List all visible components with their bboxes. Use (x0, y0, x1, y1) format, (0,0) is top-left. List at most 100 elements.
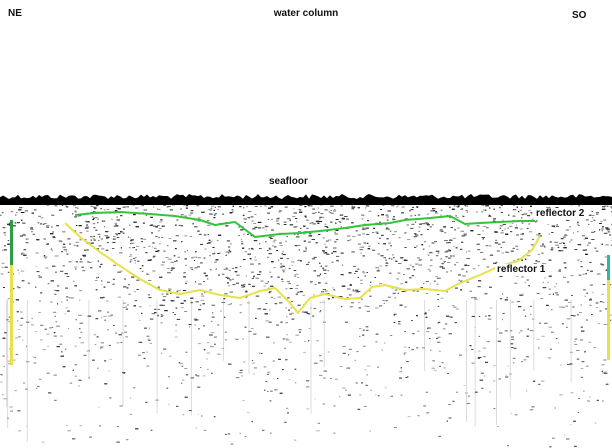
noise-speck (582, 235, 585, 237)
noise-speck (159, 276, 163, 278)
noise-speck (56, 346, 60, 348)
noise-speck (411, 223, 415, 225)
noise-speck (316, 430, 320, 432)
noise-speck (315, 212, 317, 213)
noise-speck (302, 294, 305, 296)
noise-speck (23, 254, 27, 256)
noise-speck (116, 342, 120, 344)
noise-speck (157, 208, 161, 210)
noise-speck (270, 253, 272, 255)
noise-speck (22, 339, 24, 341)
noise-speck (377, 215, 380, 217)
noise-speck (66, 296, 69, 298)
noise-speck (162, 304, 165, 306)
noise-speck (436, 337, 439, 339)
noise-speck (189, 236, 193, 237)
noise-speck (67, 310, 70, 312)
noise-speck (384, 342, 386, 344)
noise-speck (44, 257, 47, 259)
noise-speck (253, 223, 256, 224)
noise-speck (128, 293, 131, 295)
noise-speck (265, 226, 269, 228)
noise-speck (72, 438, 76, 440)
noise-speck (284, 268, 286, 270)
noise-speck (12, 273, 14, 275)
noise-speck (455, 308, 459, 310)
noise-speck (466, 403, 470, 404)
noise-speck (536, 338, 540, 340)
noise-speck (157, 314, 160, 316)
noise-speck (511, 347, 514, 348)
noise-speck (452, 400, 455, 402)
noise-speck (183, 300, 186, 302)
noise-speck (270, 296, 273, 298)
noise-speck (203, 429, 207, 431)
noise-speck (228, 363, 232, 365)
noise-speck (161, 237, 164, 239)
noise-speck (288, 268, 291, 270)
noise-speck (243, 207, 245, 209)
noise-speck (418, 259, 423, 261)
noise-speck (209, 289, 213, 291)
noise-speck (429, 265, 433, 267)
noise-speck (184, 311, 188, 312)
noise-speck (282, 254, 286, 256)
noise-speck (416, 290, 419, 292)
noise-speck (136, 289, 139, 290)
noise-speck (268, 207, 271, 209)
noise-speck (564, 434, 566, 436)
noise-speck (513, 347, 517, 349)
noise-speck (418, 230, 420, 232)
noise-speck (67, 328, 69, 330)
noise-speck (119, 405, 123, 407)
noise-speck (322, 237, 325, 239)
noise-speck (46, 333, 50, 335)
noise-speck (335, 229, 339, 231)
noise-speck (514, 282, 518, 284)
noise-speck (289, 313, 293, 315)
noise-speck (196, 375, 200, 377)
noise-speck (474, 326, 476, 328)
noise-speck (104, 209, 106, 211)
noise-speck (465, 210, 468, 212)
noise-speck (293, 208, 295, 210)
noise-speck (82, 254, 86, 256)
noise-speck (365, 326, 369, 328)
noise-speck (117, 296, 121, 298)
noise-speck (184, 235, 188, 237)
noise-speck (35, 331, 38, 333)
noise-speck (354, 273, 356, 274)
noise-speck (488, 215, 492, 217)
noise-speck (3, 232, 6, 234)
noise-speck (210, 320, 213, 322)
noise-speck (141, 205, 144, 207)
noise-speck (380, 209, 382, 210)
noise-speck (242, 247, 245, 249)
noise-speck (478, 280, 482, 282)
noise-speck (570, 275, 574, 277)
noise-speck (123, 372, 125, 374)
noise-speck (287, 281, 290, 283)
noise-speck (93, 206, 96, 208)
noise-speck (347, 394, 351, 396)
noise-speck (137, 260, 140, 262)
noise-speck (462, 215, 465, 217)
noise-speck (62, 246, 66, 248)
noise-speck (116, 237, 120, 238)
noise-speck (466, 271, 468, 273)
noise-speck (394, 289, 398, 291)
noise-speck (367, 220, 370, 222)
noise-speck (322, 250, 325, 252)
noise-speck (333, 210, 337, 212)
noise-speck (209, 334, 213, 336)
noise-speck (195, 301, 199, 303)
noise-speck (314, 362, 318, 364)
noise-speck (524, 281, 526, 283)
noise-speck (369, 284, 371, 286)
noise-speck (283, 221, 287, 223)
noise-speck (258, 352, 261, 354)
noise-speck (239, 265, 242, 267)
noise-speck (141, 270, 144, 272)
noise-speck (398, 321, 401, 323)
noise-speck (477, 357, 481, 359)
